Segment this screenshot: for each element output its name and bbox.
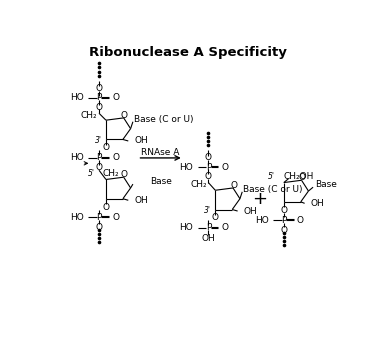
Text: Base (C or U): Base (C or U) <box>243 185 303 194</box>
Text: 3': 3' <box>95 136 102 145</box>
Text: CH₂: CH₂ <box>190 180 207 189</box>
Text: P: P <box>96 213 102 222</box>
Text: O: O <box>102 203 109 212</box>
Text: O: O <box>112 213 119 222</box>
Text: CH₂: CH₂ <box>102 169 119 178</box>
Text: O: O <box>280 206 287 215</box>
Text: +: + <box>253 190 268 208</box>
Text: O: O <box>112 153 119 162</box>
Text: O: O <box>121 170 128 179</box>
Text: O: O <box>102 143 109 152</box>
Text: O: O <box>96 84 102 93</box>
Text: HO: HO <box>179 163 193 172</box>
Text: Base (C or U): Base (C or U) <box>134 115 193 124</box>
Text: P: P <box>96 93 102 102</box>
Text: P: P <box>281 216 287 225</box>
Text: O: O <box>96 103 102 112</box>
Text: O: O <box>112 93 119 102</box>
Text: OH: OH <box>202 234 215 243</box>
Text: HO: HO <box>255 216 268 225</box>
Text: Base: Base <box>150 177 172 186</box>
Text: RNAse A: RNAse A <box>141 148 180 157</box>
Text: P: P <box>96 153 102 162</box>
Text: OH: OH <box>310 199 324 208</box>
Text: HO: HO <box>179 224 193 233</box>
Text: O: O <box>205 153 212 162</box>
Text: CH₂: CH₂ <box>81 111 97 120</box>
Text: O: O <box>221 163 228 172</box>
Text: O: O <box>280 226 287 235</box>
Text: O: O <box>221 224 228 233</box>
Text: O: O <box>297 216 304 225</box>
Text: Base: Base <box>315 180 336 189</box>
Text: 3': 3' <box>205 206 212 215</box>
Text: Ribonuclease A Specificity: Ribonuclease A Specificity <box>89 46 287 59</box>
Text: OH: OH <box>244 207 258 216</box>
Text: O: O <box>96 223 102 232</box>
Text: O: O <box>299 174 306 183</box>
Text: CH₂OH: CH₂OH <box>284 172 314 181</box>
Text: O: O <box>205 172 212 181</box>
Text: HO: HO <box>70 93 83 102</box>
Text: HO: HO <box>70 153 83 162</box>
Text: OH: OH <box>134 136 148 145</box>
Text: O: O <box>121 111 128 120</box>
Text: OH: OH <box>134 196 148 205</box>
Text: 5': 5' <box>88 169 95 178</box>
Text: 5': 5' <box>268 172 274 181</box>
Text: O: O <box>96 163 102 172</box>
Text: P: P <box>206 224 211 233</box>
Text: O: O <box>230 181 237 190</box>
Text: P: P <box>206 163 211 172</box>
Text: HO: HO <box>70 213 83 222</box>
Text: O: O <box>212 213 219 222</box>
